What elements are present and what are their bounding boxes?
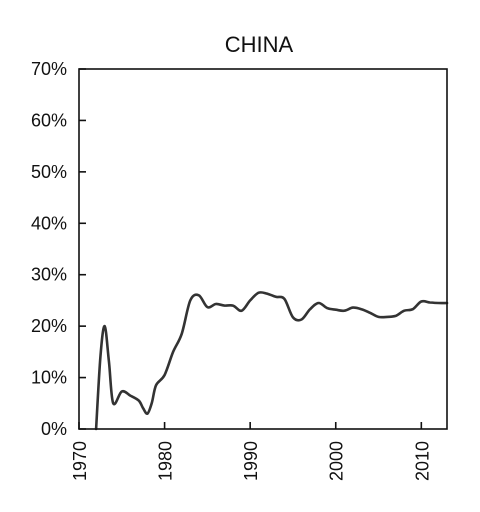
x-tick-label: 1970	[70, 441, 90, 481]
x-tick-label: 2000	[327, 441, 347, 481]
tick-labels: 0% 10% 20% 30% 40% 50% 60% 70% 1970 1980 1990 2000 2…	[31, 59, 432, 481]
y-tick-label: 50%	[31, 162, 67, 182]
y-tick-label: 60%	[31, 110, 67, 130]
series-line	[94, 291, 449, 431]
x-tick-label: 1980	[156, 441, 176, 481]
y-tick-label: 70%	[31, 59, 67, 79]
x-tick-label: 1990	[241, 441, 261, 481]
chart-title: CHINA	[225, 32, 294, 57]
axis-ticks	[78, 68, 423, 430]
plot-area-frame	[78, 68, 448, 430]
y-tick-label: 10%	[31, 368, 67, 388]
y-tick-label: 0%	[41, 419, 67, 439]
x-tick-label: 2010	[412, 441, 432, 481]
y-tick-label: 40%	[31, 213, 67, 233]
y-tick-label: 20%	[31, 316, 67, 336]
y-tick-label: 30%	[31, 265, 67, 285]
